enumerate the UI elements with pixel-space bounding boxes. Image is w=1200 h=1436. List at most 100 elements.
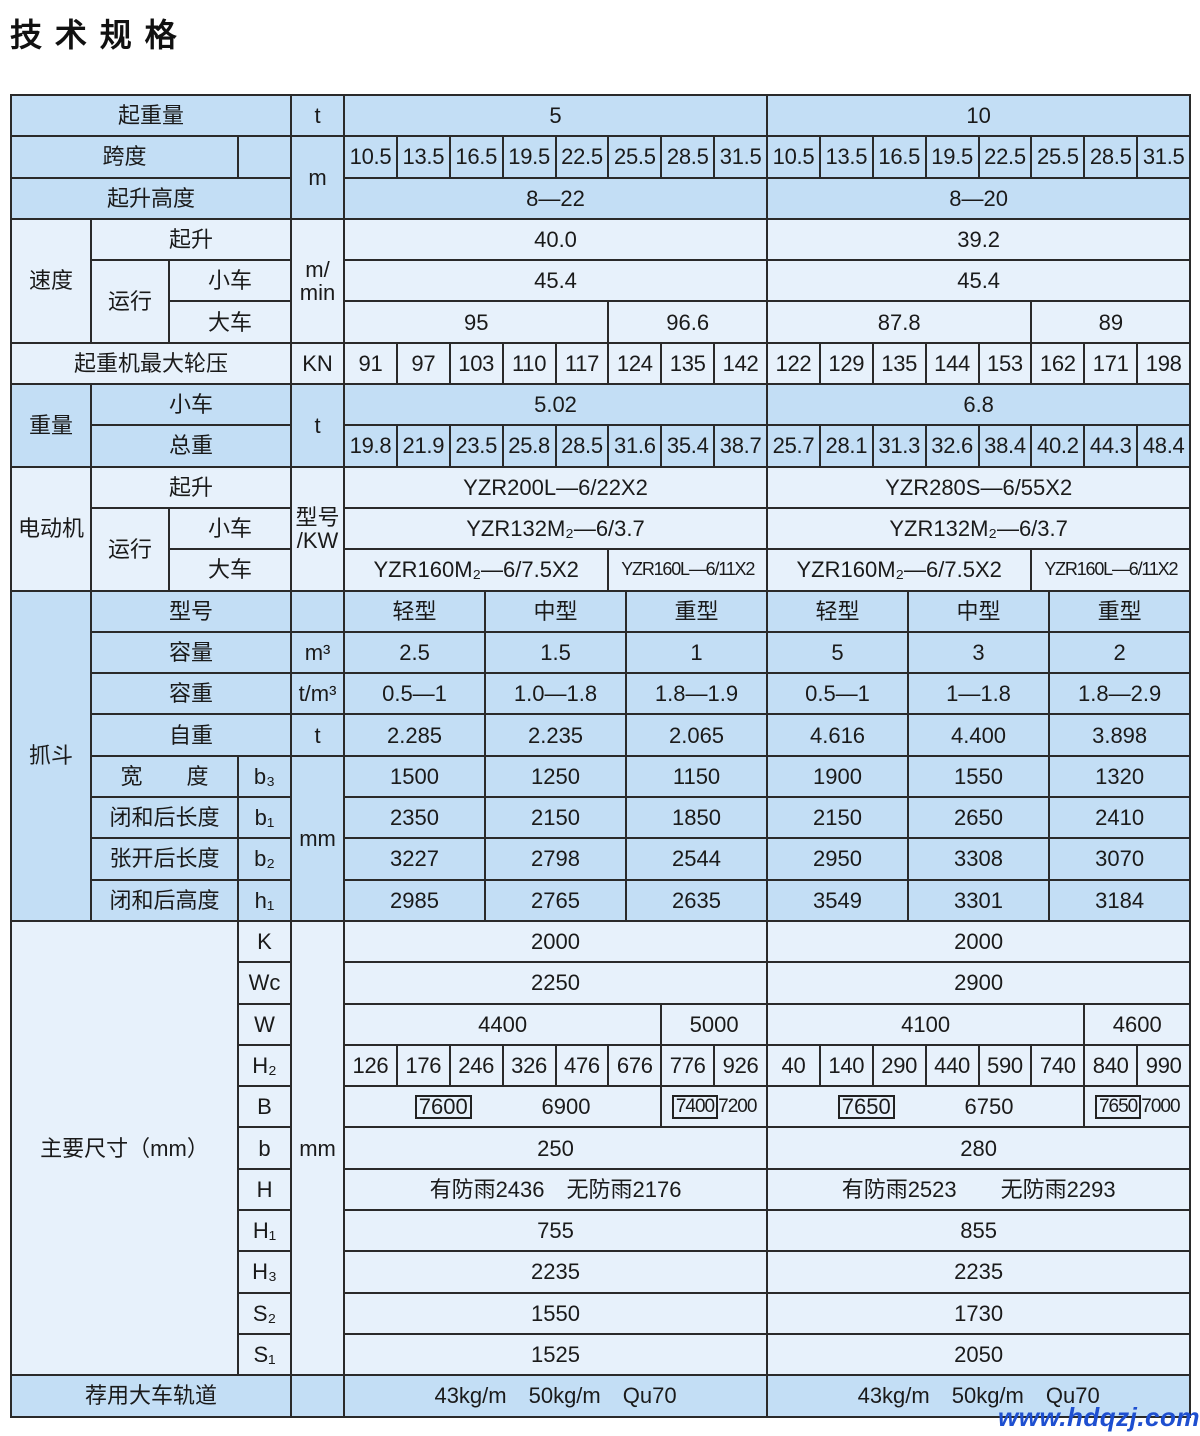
value-cell: 87.8	[766, 300, 1033, 344]
table-row: 张开后长度 b₂ 3227 2798 2544 2950 3308 3070	[11, 837, 1192, 881]
value-cell: YZR160M₂—6/7.5X2	[343, 548, 610, 592]
table-row: 自重 t 2.285 2.235 2.065 4.616 4.400 3.898	[11, 713, 1192, 757]
value-cell: 2410	[1048, 796, 1192, 840]
value-cell: 19.5	[924, 135, 980, 179]
table-row: 起升高度 8—22 8—20	[9, 176, 1192, 220]
value-cell: 39.2	[766, 217, 1192, 262]
value-cell: 38.7	[713, 424, 769, 468]
value-cell: 855	[766, 1209, 1192, 1253]
value-cell: 5	[343, 93, 769, 138]
value-cell: 4100	[766, 1002, 1086, 1046]
table-row: Wc 2250 2900	[11, 961, 1192, 1005]
value-cell: 990	[1136, 1043, 1192, 1088]
value-cell: 1250	[484, 754, 628, 799]
unit-cell: m/ min	[290, 217, 346, 344]
boxed-value: 7650	[837, 1094, 895, 1119]
value-cell: 2900	[766, 961, 1192, 1005]
row-label: S₁	[236, 1332, 293, 1377]
value-cell: 124	[607, 341, 663, 386]
row-label: 主要尺寸（mm）	[10, 919, 239, 1377]
value-cell: 476	[554, 1043, 610, 1088]
table-row: H 有防雨2436 无防雨2176 有防雨2523 无防雨2293	[11, 1167, 1192, 1212]
unit-cell: m	[290, 135, 346, 220]
empty-cell	[290, 1374, 346, 1418]
value-cell: 926	[713, 1043, 769, 1088]
watermark: www.hdqzj.com	[998, 1402, 1200, 1432]
value-cell: 中型	[907, 589, 1051, 633]
value-cell: 96.6	[607, 300, 769, 344]
value-cell: 22.5	[554, 135, 610, 179]
row-label: 大车	[167, 300, 293, 344]
value-cell: 2235	[343, 1250, 769, 1294]
value-cell: 91	[343, 341, 398, 386]
table-row: 容重 t/m³ 0.5—1 1.0—1.8 1.8—1.9 0.5—1 1—1.8 1.8—2…	[11, 672, 1192, 716]
value-cell: 4600	[1083, 1002, 1192, 1046]
value-cell: 142	[713, 341, 769, 386]
plain-value: 7200	[718, 1095, 757, 1117]
table-row: 宽 度 b₃ mm 1500 1250 1150 1900 1550 1320	[11, 754, 1192, 922]
value-cell: 776	[660, 1043, 716, 1088]
value-cell: 25.7	[766, 424, 821, 468]
value-cell: 31.3	[871, 424, 927, 468]
value-cell: 2.065	[625, 713, 769, 757]
value-cell: 290	[871, 1043, 927, 1088]
value-cell: 38.4	[977, 424, 1033, 468]
row-label: 小车	[167, 259, 293, 303]
table-row: 跨度 m 10.5 13.5 16.5 19.5 22.5 25.5 28.5 31.5 10.5 1…	[10, 135, 1192, 220]
value-cell: YZR160L—6/11X2	[1030, 548, 1192, 592]
value-cell: 7600 6900	[343, 1085, 663, 1129]
row-label: b₂	[236, 837, 293, 881]
value-cell: 重型	[1048, 589, 1192, 633]
value-cell: 590	[977, 1043, 1033, 1088]
value-cell: 21.9	[395, 424, 451, 468]
table-row: 运行 小车 YZR132M₂—6/3.7 YZR132M₂—6/3.7	[11, 506, 1192, 592]
value-cell: 755	[343, 1209, 769, 1253]
value-cell: 3308	[907, 837, 1051, 881]
value-cell: 7650 6750	[766, 1085, 1086, 1129]
value-cell: YZR132M₂—6/3.7	[343, 506, 769, 551]
row-label: B	[236, 1085, 293, 1129]
table-row: 大车 95 96.6 87.8 89	[11, 300, 1192, 344]
row-label: 荐用大车轨道	[9, 1374, 293, 1418]
table-row: 运行 小车 45.4 45.4	[11, 259, 1192, 344]
row-label: 张开后长度	[90, 837, 239, 881]
row-label: 型号	[89, 589, 293, 633]
table-row: 起重量 t 5 10	[9, 93, 1192, 138]
value-cell: 8—22	[343, 176, 769, 220]
row-label: 自重	[89, 713, 293, 757]
value-cell: 144	[924, 341, 980, 386]
value-cell: 198	[1136, 341, 1192, 386]
value-cell: 2150	[766, 796, 910, 840]
value-cell: 95	[343, 300, 610, 344]
value-cell: 326	[501, 1043, 557, 1088]
table-row: 大车 YZR160M₂—6/7.5X2 YZR160L—6/11X2 YZR160M₂…	[11, 548, 1192, 592]
unit-cell: m³	[290, 630, 346, 675]
table-row: B 7600 6900 7400 7200 7650 6750 7650 7000	[11, 1085, 1192, 1129]
boxed-value: 7600	[414, 1094, 472, 1119]
table-row: 荐用大车轨道 43kg/m 50kg/m Qu70 43kg/m 50kg/m Qu…	[9, 1374, 1192, 1418]
value-cell: 10.5	[766, 135, 821, 179]
unit-cell: mm	[290, 919, 346, 1377]
value-cell: 4400	[343, 1002, 663, 1046]
plain-value: 7000	[1141, 1095, 1180, 1117]
value-cell: 1550	[343, 1291, 769, 1335]
value-cell: 2798	[484, 837, 628, 881]
value-cell: 97	[395, 341, 451, 386]
row-label: h₁	[236, 878, 293, 922]
table-row: 闭和后长度 b₁ 2350 2150 1850 2150 2650 2410	[11, 796, 1192, 840]
row-label: 小车	[167, 506, 293, 551]
table-row: S₁ 1525 2050	[11, 1332, 1192, 1377]
boxed-value: 7400	[671, 1094, 719, 1119]
row-label: 小车	[89, 383, 293, 427]
value-cell: YZR132M₂—6/3.7	[766, 506, 1192, 551]
value-cell: 5.02	[343, 383, 769, 427]
row-label: 容重	[89, 672, 293, 716]
row-label: 重量	[10, 383, 92, 468]
table-row: W 4400 5000 4100 4600	[11, 1002, 1192, 1046]
table-row: 闭和后高度 h₁ 2985 2765 2635 3549 3301 3184	[11, 878, 1192, 922]
value-cell: 轻型	[343, 589, 487, 633]
value-cell: 2235	[766, 1250, 1192, 1294]
value-cell: 2635	[625, 878, 769, 922]
value-cell: YZR160M₂—6/7.5X2	[766, 548, 1033, 592]
